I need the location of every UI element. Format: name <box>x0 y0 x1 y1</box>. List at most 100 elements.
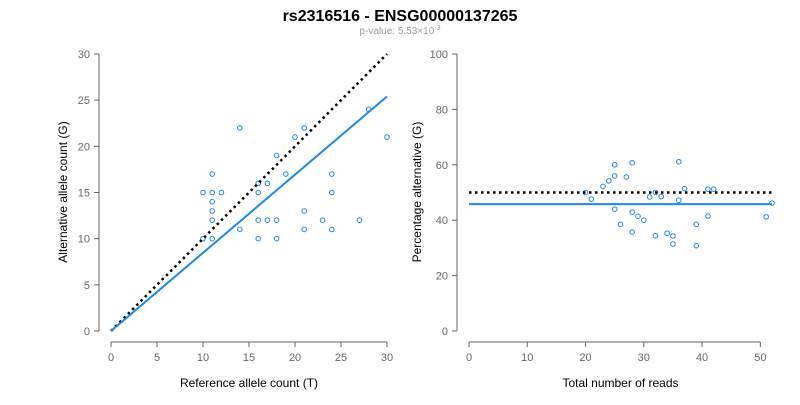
percentage-alt-y-tick-label: 20 <box>436 271 448 283</box>
percentage-alt-data-point <box>629 209 635 215</box>
figure-title: rs2316516 - ENSG00000137265 <box>283 8 518 25</box>
percentage-alt-x-tick-label: 0 <box>466 352 472 364</box>
allele-count-data-point <box>209 208 215 214</box>
allele-count-data-point <box>255 189 262 196</box>
allele-count-data-point <box>264 180 271 187</box>
percentage-alt-y-tick-label: 60 <box>436 160 448 172</box>
p-value-exponent: -3 <box>434 25 440 32</box>
percentage-alt-data-point <box>664 230 670 237</box>
percentage-alt-data-point <box>629 229 635 235</box>
allele-count-data-point <box>384 134 390 140</box>
allele-count-data-point <box>200 189 206 196</box>
allele-count-data-point <box>273 217 280 223</box>
percentage-alt-x-tick-label: 20 <box>579 352 591 364</box>
percentage-alt-y-tick-label: 0 <box>442 326 448 338</box>
allele-count-data-point <box>264 217 271 223</box>
allele-count-x-tick-label: 15 <box>243 352 255 364</box>
allele-count-data-point <box>273 235 280 242</box>
allele-count-scatter-panel: 0 5 10 15 20 25 30 0 5 10 15 20 25 30 Reference allele… <box>56 49 393 390</box>
allele-count-y-axis-title: Alternative allele count (G) <box>56 121 70 262</box>
p-value-subtitle: p-value: 5.53×10-3 <box>359 25 440 37</box>
allele-count-x-axis-title: Reference allele count (T) <box>180 376 318 390</box>
allele-count-data-point <box>209 171 215 177</box>
allele-count-data-point <box>329 171 335 177</box>
percentage-alt-y-axis-title: Percentage alternative (G) <box>410 122 424 263</box>
percentage-alt-data-point <box>623 174 630 180</box>
allele-count-fit-line <box>110 95 388 332</box>
allele-count-data-point <box>283 171 289 177</box>
allele-count-data-point <box>209 235 215 242</box>
allele-count-x-tick-label: 10 <box>197 352 209 364</box>
allele-count-data-point <box>301 125 308 131</box>
allele-count-data-point <box>292 134 298 140</box>
allele-count-y-tick-label: 30 <box>78 49 90 61</box>
percentage-alt-data-point <box>646 194 653 200</box>
allele-count-data-point <box>301 208 308 214</box>
percentage-alt-data-point <box>675 197 682 204</box>
percentage-alt-y-tick-label: 100 <box>430 49 448 61</box>
allele-count-y-tick-label: 5 <box>84 280 90 292</box>
percentage-alt-x-tick-label: 30 <box>638 352 650 364</box>
percentage-alt-data-point <box>641 217 647 223</box>
allele-count-y-tick-label: 25 <box>78 95 90 107</box>
percentage-alt-data-point <box>681 185 688 192</box>
allele-count-y-tick-label: 0 <box>84 326 90 338</box>
allele-count-x-tick-label: 30 <box>381 352 393 364</box>
allele-count-data-point <box>218 189 225 196</box>
percentage-alt-y-tick-label: 80 <box>436 104 448 116</box>
percentage-alt-y-tick-label: 40 <box>436 215 448 227</box>
allele-count-data-point <box>209 198 215 205</box>
percentage-alt-data-point <box>635 213 641 220</box>
percentage-alt-data-point <box>611 162 618 168</box>
allele-count-data-point <box>237 226 243 233</box>
percentage-alt-data-point <box>693 242 700 249</box>
allele-count-y-tick-label: 15 <box>78 188 90 200</box>
allele-count-data-point <box>329 189 335 196</box>
percentage-alt-data-point <box>600 183 606 190</box>
percentage-alt-data-point <box>675 158 682 165</box>
percentage-alt-x-tick-label: 50 <box>754 352 766 364</box>
percentage-alt-data-point <box>588 196 595 202</box>
percentage-alt-data-point <box>611 206 618 212</box>
percentage-alt-data-point <box>629 160 635 166</box>
allele-count-data-point <box>209 217 215 223</box>
allele-count-data-point <box>237 125 243 131</box>
allele-count-data-point <box>255 235 262 242</box>
percentage-alt-data-point <box>652 189 659 196</box>
percentage-alt-data-point <box>693 221 700 228</box>
allele-count-data-point <box>356 217 363 223</box>
percentage-alt-data-point <box>611 173 618 179</box>
percentage-alt-data-point <box>606 178 612 184</box>
percentage-alt-data-point <box>769 200 775 206</box>
percentage-alt-data-point <box>617 221 624 228</box>
percentage-alt-data-point <box>652 232 659 239</box>
percentage-alternative-scatter-panel: 0 10 20 30 40 50 0 20 40 60 80 100 Total number of r… <box>410 49 775 390</box>
percentage-alt-data-point <box>705 186 711 192</box>
allele-count-x-tick-label: 5 <box>154 352 160 364</box>
allele-count-y-tick-label: 20 <box>78 141 90 153</box>
allele-count-data-point <box>301 226 308 233</box>
percentage-alt-data-point <box>670 241 676 247</box>
allele-count-x-tick-label: 0 <box>108 352 114 364</box>
percentage-alt-data-point <box>763 214 769 220</box>
allele-count-y-tick-label: 10 <box>78 234 90 246</box>
allele-count-data-point <box>273 152 280 159</box>
percentage-alt-data-point <box>710 186 717 192</box>
allele-count-reference-line <box>110 53 388 332</box>
percentage-alt-x-axis-title: Total number of reads <box>562 376 678 390</box>
allele-count-data-point <box>329 226 335 233</box>
percentage-alt-x-tick-label: 40 <box>696 352 708 364</box>
allele-count-data-point <box>319 217 326 223</box>
allele-count-x-tick-label: 25 <box>335 352 347 364</box>
allele-count-data-point <box>255 180 262 187</box>
percentage-alt-x-tick-label: 10 <box>521 352 533 364</box>
percentage-alt-data-point <box>658 193 665 200</box>
allele-count-data-point <box>200 235 206 242</box>
percentage-alt-data-point <box>670 233 676 239</box>
percentage-alt-data-point <box>705 213 711 219</box>
allele-count-x-tick-label: 20 <box>289 352 301 364</box>
p-value-text: p-value: 5.53×10 <box>359 26 434 37</box>
allele-count-data-point <box>209 189 215 196</box>
